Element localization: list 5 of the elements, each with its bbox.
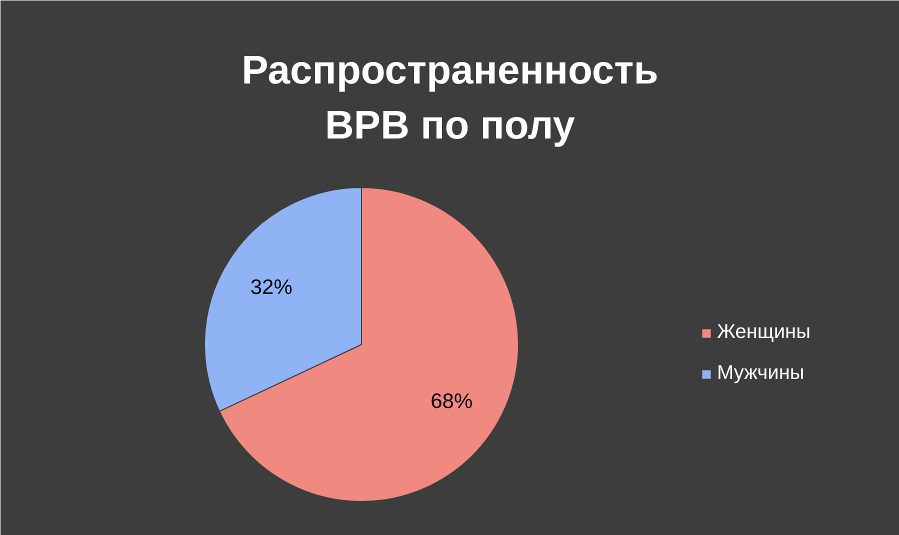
data-label: 32% bbox=[250, 276, 292, 299]
data-label: 68% bbox=[430, 390, 473, 414]
legend-label: Мужчины bbox=[717, 362, 804, 385]
legend-label: Женщины bbox=[717, 321, 810, 344]
chart-title: Распространенность ВРВ по полу bbox=[242, 48, 658, 148]
